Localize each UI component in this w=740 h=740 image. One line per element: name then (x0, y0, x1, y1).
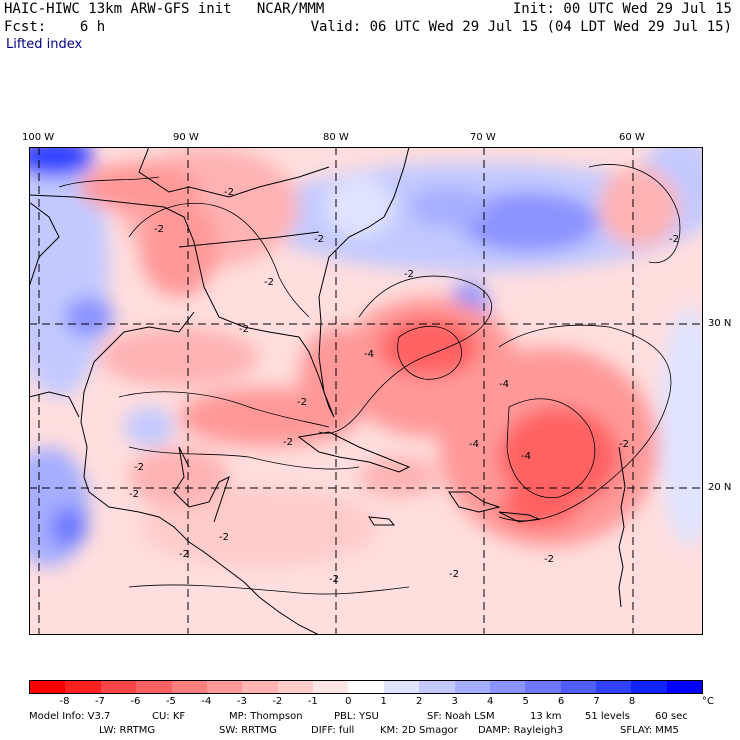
model-info-diff: DIFF: full (311, 725, 355, 736)
model-info-resolution: 13 km (530, 711, 562, 722)
contour-label: -2 (134, 462, 144, 473)
colorbar-swatch (30, 681, 66, 693)
colorbar-swatch (206, 681, 243, 693)
colorbar-swatch (348, 681, 384, 693)
colorbar-tick-label: 2 (416, 696, 423, 707)
colorbar-tick-label: 3 (451, 696, 458, 707)
colorbar-tick-label: 6 (557, 696, 565, 707)
model-info-mp: MP: Thompson (229, 711, 303, 722)
contour-label: -2 (619, 439, 629, 450)
lat-label-20n: 20 N (708, 482, 732, 493)
shaded-field: -2 -2 -2 -2 -2 -2 -2 -2 -2 -2 -2 -2 -2 -… (29, 147, 703, 635)
contour-label: -2 (239, 324, 249, 335)
colorbar-tick-label: 0 (345, 696, 352, 707)
colorbar-swatch (242, 681, 278, 693)
colorbar-unit: °C (702, 696, 714, 707)
contour-labels: -2 -2 -2 -2 -2 -2 -2 -2 -2 -2 -2 -2 -2 -… (129, 187, 679, 585)
colorbar-tick-label: -1 (307, 696, 318, 707)
colorbar-swatch (419, 681, 455, 693)
contour-label: -4 (364, 349, 374, 360)
colorbar-tick-label: -4 (201, 696, 212, 707)
lon-label-80w: 80 W (323, 132, 349, 143)
model-info-levels: 51 levels (585, 711, 630, 722)
valid-time: Valid: 06 UTC Wed 29 Jul 15 (04 LDT Wed … (310, 19, 732, 35)
colorbar-swatch (100, 681, 137, 693)
contour-label: -4 (469, 439, 479, 450)
contour-label: -2 (449, 569, 459, 580)
colorbar-tick-label: 1 (380, 696, 387, 707)
model-info-timestep: 60 sec (655, 711, 688, 722)
colorbar-swatch (454, 681, 490, 693)
colorbar-tick-label: 8 (628, 696, 636, 707)
lat-label-30n: 30 N (708, 318, 732, 329)
contour-label: -2 (329, 574, 339, 585)
colorbar-swatch (277, 681, 313, 693)
colorbar-swatch (313, 681, 349, 693)
lifted-index-map: -2 -2 -2 -2 -2 -2 -2 -2 -2 -2 -2 -2 -2 -… (29, 147, 703, 635)
map-frame (29, 147, 703, 635)
field-name: Lifted index (6, 37, 83, 52)
contour-label: -4 (521, 451, 531, 462)
contour-label: -2 (314, 234, 324, 245)
colorbar-swatch (560, 681, 596, 693)
contour-label: -2 (297, 397, 307, 408)
model-info-sflay: SFLAY: MM5 (620, 725, 679, 736)
colorbar-tick-label: 7 (593, 696, 600, 707)
forecast-hour: Fcst: 6 h (4, 19, 106, 35)
colorbar-tick-label: -2 (272, 696, 283, 707)
colorbar-tick-label: -3 (236, 696, 247, 707)
model-info-version: Model Info: V3.7 (29, 711, 111, 722)
plot-title: HAIC-HIWC 13km ARW-GFS init NCAR/MMM (4, 1, 325, 17)
contour-label: -2 (404, 269, 414, 280)
colorbar-swatch (525, 681, 561, 693)
colorbar-swatch (136, 681, 172, 693)
colorbar-swatch (489, 681, 526, 693)
colorbar-tick-label: -5 (165, 696, 176, 707)
contour-label: -2 (264, 277, 274, 288)
colorbar-swatch (171, 681, 207, 693)
contour-label: -4 (499, 379, 509, 390)
colorbar (29, 680, 703, 694)
model-info-sf: SF: Noah LSM (427, 711, 495, 722)
model-info-sw: SW: RRTMG (219, 725, 277, 736)
colorbar-swatch (383, 681, 420, 693)
contour-label: -2 (179, 549, 189, 560)
contour-label: -2 (154, 224, 164, 235)
colorbar-swatch (596, 681, 632, 693)
colorbar-tick-label: -6 (130, 696, 141, 707)
contour-label: -2 (219, 532, 229, 543)
coastlines (29, 147, 626, 635)
colorbar-tick-label: -7 (94, 696, 105, 707)
contour-label: -2 (129, 489, 139, 500)
lon-label-90w: 90 W (173, 132, 199, 143)
model-info-damp: DAMP: Rayleigh3 (478, 725, 564, 736)
contour-label: -2 (224, 187, 234, 198)
contour-label: -2 (669, 234, 679, 245)
model-info-lw: LW: RRTMG (99, 725, 156, 736)
contour-label: -2 (283, 437, 293, 448)
colorbar-swatch (666, 681, 703, 693)
colorbar-tick-label: -8 (59, 696, 70, 707)
colorbar-tick-label: 5 (522, 696, 529, 707)
model-info-km: KM: 2D Smagor (380, 725, 458, 736)
model-info-pbl: PBL: YSU (334, 711, 379, 722)
colorbar-tick-label: 4 (486, 696, 494, 707)
colorbar-swatch (65, 681, 101, 693)
model-info-cu: CU: KF (152, 711, 186, 722)
contours (58, 164, 681, 595)
init-time: Init: 00 UTC Wed 29 Jul 15 (512, 1, 732, 17)
lon-label-60w: 60 W (619, 132, 645, 143)
lon-label-70w: 70 W (470, 132, 496, 143)
lon-label-100w: 100 W (22, 132, 55, 143)
colorbar-swatch (631, 681, 667, 693)
contour-label: -2 (544, 554, 554, 565)
